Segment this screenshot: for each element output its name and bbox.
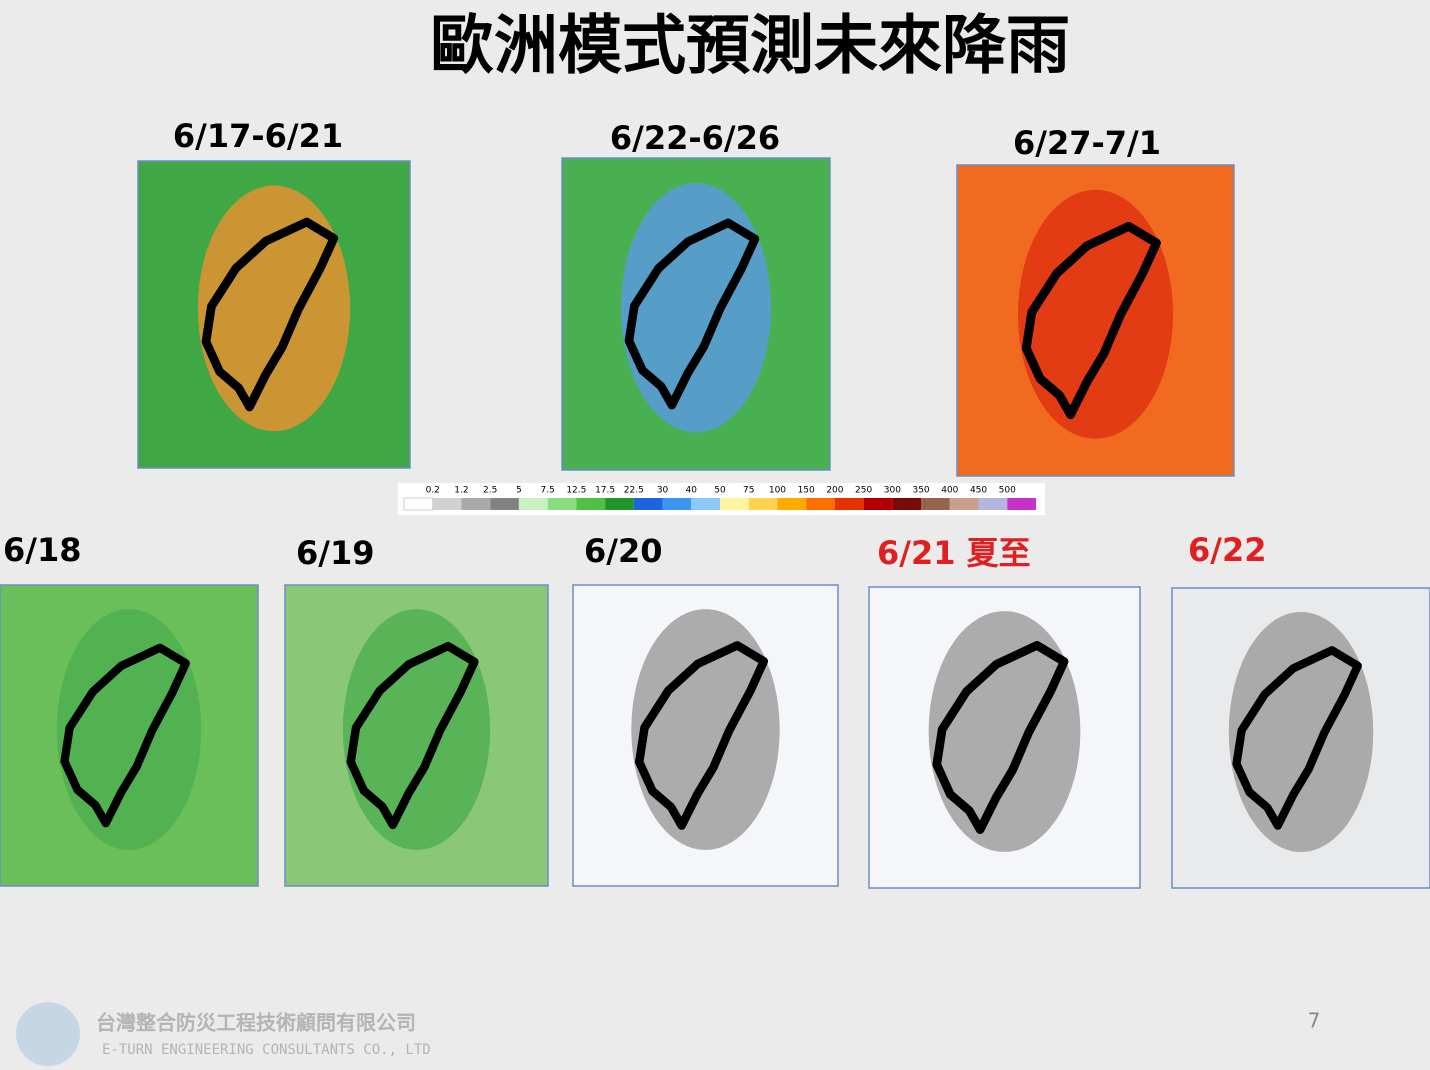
rain-area — [1017, 189, 1174, 439]
page-number: 7 — [1308, 1009, 1321, 1033]
colorbar-tick-label: 7.5 — [540, 486, 554, 496]
rain-area — [620, 182, 772, 433]
day-label: 6/20 — [584, 532, 662, 570]
colorbar-tick-label: 50 — [714, 486, 726, 496]
color-swatch — [834, 498, 864, 510]
colorbar-tick-label: 200 — [826, 486, 843, 496]
colorbar-tick-label: 450 — [970, 486, 987, 496]
color-swatch — [748, 498, 778, 510]
rain-area — [631, 609, 780, 850]
color-swatch — [662, 498, 692, 510]
day-label: 6/21 夏至 — [877, 534, 1031, 572]
rain-area — [928, 611, 1081, 852]
color-swatch — [518, 498, 548, 510]
rain-area — [197, 185, 351, 432]
day-label: 6/22 — [1188, 531, 1266, 569]
color-swatch — [863, 498, 893, 510]
colorbar-tick-label: 350 — [912, 486, 929, 496]
company-name: 台灣整合防災工程技術顧問有限公司 — [96, 1011, 416, 1035]
color-swatch — [978, 498, 1008, 510]
period-label: 6/22-6/26 — [610, 119, 780, 157]
colorbar-tick-label: 0.2 — [426, 486, 440, 496]
color-swatch — [806, 498, 835, 510]
colorbar-tick-label: 5 — [516, 486, 522, 496]
colorbar-tick-label: 500 — [999, 486, 1016, 496]
day-label: 6/18 — [3, 531, 81, 569]
colorbar-tick-label: 22.5 — [624, 486, 644, 496]
rain-area — [342, 609, 491, 850]
color-swatch — [403, 497, 433, 511]
color-swatch — [461, 498, 491, 510]
colorbar-tick-label: 75 — [743, 486, 754, 496]
footer: 台灣整合防災工程技術顧問有限公司 E-TURN ENGINEERING CONS… — [16, 1002, 1320, 1066]
colorbar-tick-label: 150 — [798, 486, 815, 496]
colorbar-tick-label: 1.2 — [454, 486, 468, 496]
color-swatch — [720, 498, 749, 510]
color-swatch — [547, 498, 577, 510]
colorbar-tick-label: 2.5 — [483, 486, 497, 496]
colorbar-tick-label: 100 — [769, 486, 786, 496]
color-swatch — [777, 498, 807, 510]
colorbar-tick-label: 12.5 — [566, 486, 586, 496]
rain-area — [56, 609, 202, 850]
color-swatch — [576, 498, 606, 510]
color-swatch — [921, 498, 950, 510]
period-label: 6/17-6/21 — [173, 117, 343, 155]
day-label: 6/19 — [296, 534, 374, 572]
logo — [16, 1002, 80, 1066]
slide-title: 歐洲模式預測未來降雨 — [430, 10, 1070, 84]
colorbar-tick-label: 250 — [855, 486, 872, 496]
company-name-en: E-TURN ENGINEERING CONSULTANTS CO., LTD — [102, 1042, 431, 1058]
rain-area — [1228, 612, 1374, 852]
period-label: 6/27-7/1 — [1013, 124, 1161, 162]
color-swatch — [490, 498, 519, 510]
color-swatch — [633, 498, 663, 510]
color-swatch — [1007, 498, 1036, 510]
color-swatch — [892, 498, 922, 510]
color-swatch — [691, 498, 720, 510]
colorbar-tick-label: 300 — [884, 486, 901, 496]
color-swatch — [949, 498, 979, 510]
colorbar-tick-label: 40 — [686, 486, 698, 496]
colorbar-tick-label: 30 — [657, 486, 669, 496]
colorbar-tick-label: 400 — [941, 486, 958, 496]
color-swatch — [605, 498, 634, 510]
color-swatch — [432, 498, 462, 510]
colorbar-tick-label: 17.5 — [595, 486, 615, 496]
